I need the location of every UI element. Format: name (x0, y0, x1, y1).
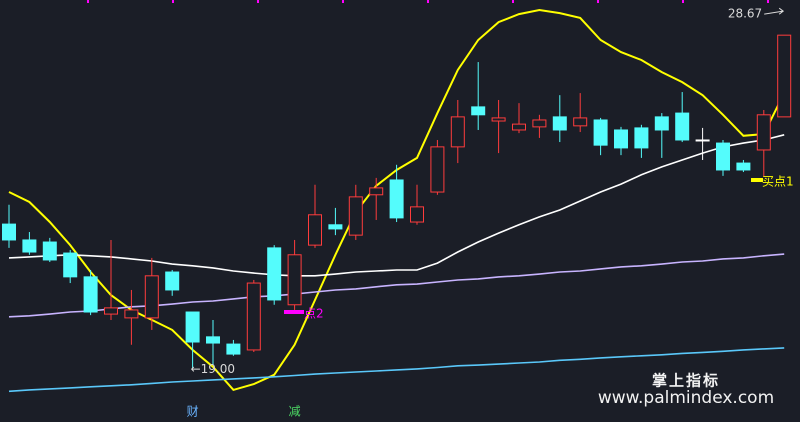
candle-body (63, 252, 78, 278)
signal-bar (284, 310, 304, 314)
candle-body (165, 271, 180, 291)
moving-average-line (8, 134, 785, 277)
candle-body (308, 214, 322, 246)
category-label: 财 (187, 405, 199, 419)
candle-body (634, 127, 649, 149)
moving-average-line (8, 347, 785, 393)
candle-body (410, 206, 424, 223)
candle-body (104, 307, 118, 315)
candle-body (573, 117, 588, 127)
candle-body (124, 309, 139, 319)
candle-body (185, 311, 200, 343)
candle-body (654, 116, 669, 131)
candle-body (389, 179, 404, 219)
moving-average-line (8, 253, 785, 318)
candle-body (226, 343, 241, 355)
candle-body (348, 196, 363, 236)
max-arrow (764, 7, 785, 15)
candle-body (22, 239, 37, 253)
watermark-title: 掌上指标 (652, 372, 720, 390)
candle-body (83, 276, 98, 313)
candle-body (42, 241, 57, 261)
signal-label: 点2 (304, 307, 324, 321)
candle-body (246, 282, 261, 351)
candle-body (287, 254, 302, 306)
candle-body (512, 123, 526, 131)
signal-label: 买点1 (762, 175, 794, 189)
watermark-url: www.palmindex.com (598, 388, 774, 408)
candle-body (144, 275, 159, 319)
candle-body (675, 112, 690, 141)
candle-body (716, 142, 730, 171)
candle-body (777, 34, 792, 118)
candle-body (491, 117, 506, 122)
candle-body (2, 223, 16, 241)
max-label: 28.67 (728, 7, 762, 21)
category-label: 减 (289, 405, 301, 419)
candle-body (328, 224, 343, 230)
candle-body (450, 116, 465, 148)
candle-body (532, 119, 547, 128)
candle-body (593, 119, 608, 146)
candle-body (430, 146, 445, 193)
candle-body (369, 187, 384, 196)
candle-body (736, 162, 751, 171)
candle-body (552, 116, 567, 131)
candle-body (756, 114, 771, 151)
candle-body (267, 247, 282, 301)
candle-body (206, 336, 220, 344)
signal-bar (751, 178, 763, 182)
candle-body (471, 106, 486, 116)
candle-body (695, 139, 710, 142)
min-label: ←19.00 (191, 362, 235, 376)
candle-body (614, 129, 628, 149)
